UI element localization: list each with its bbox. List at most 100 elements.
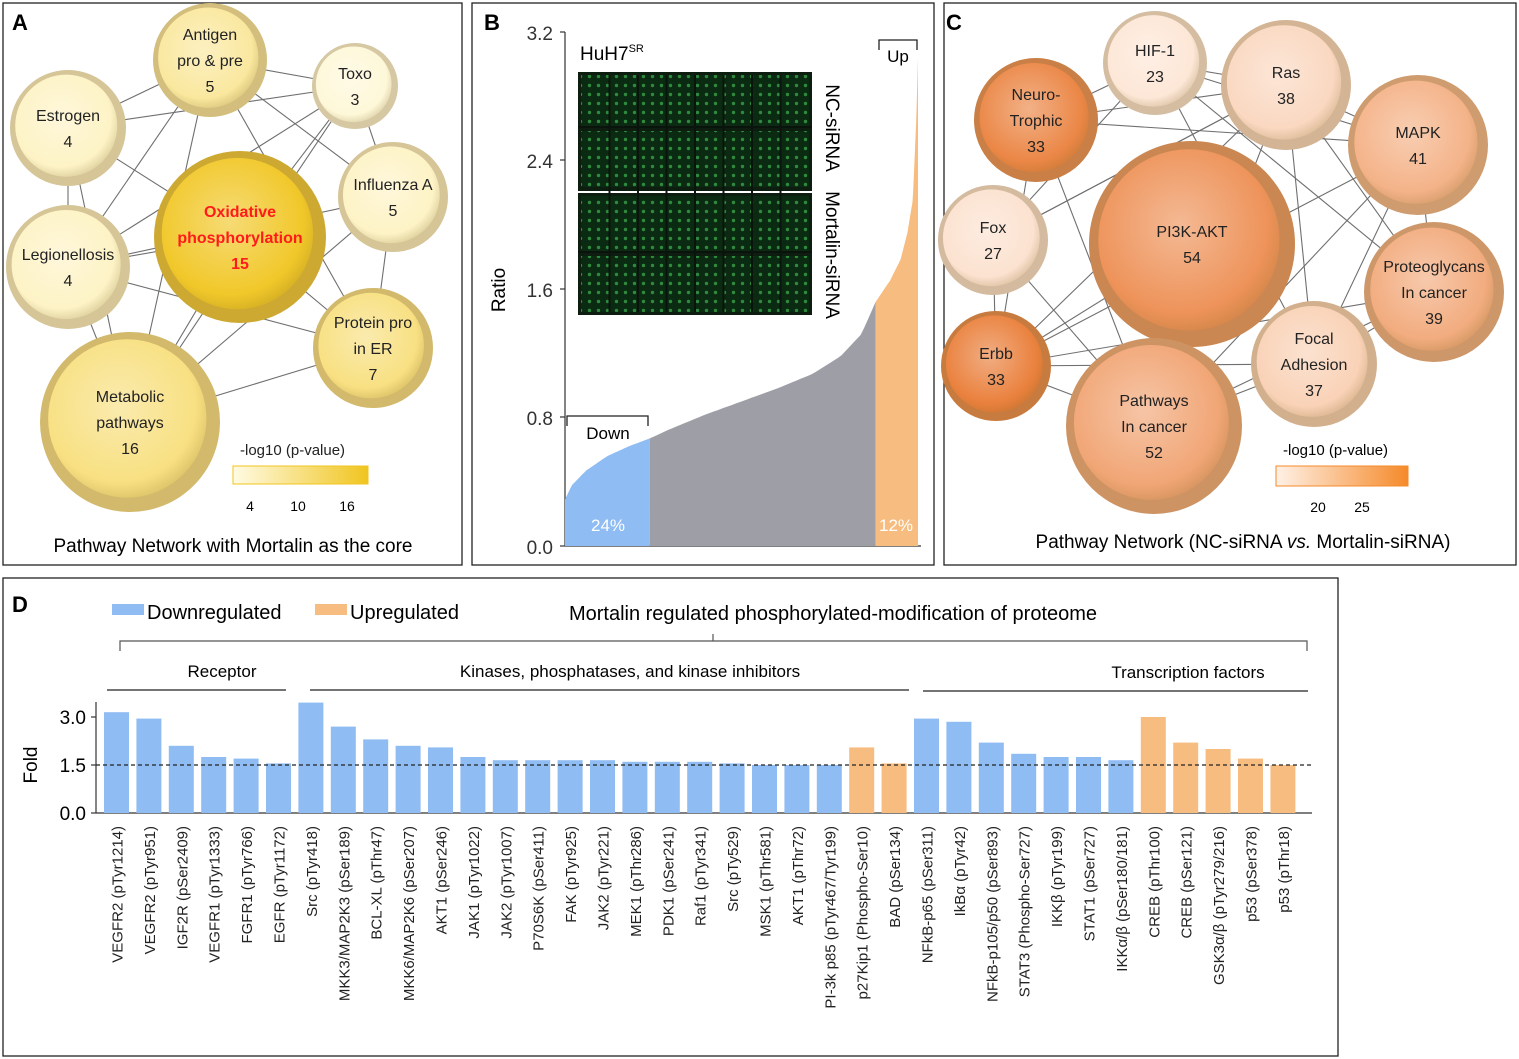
legend-swatch-down: [112, 604, 144, 615]
panel-b-ytick: 0.0: [527, 538, 553, 559]
panel-b-ytick: 2.4: [527, 152, 554, 173]
bar-down: [752, 765, 777, 813]
panel-a-nodes: Antigen pro & pre 5 Toxo 3 Estrogen 4 Influenza…: [6, 3, 448, 512]
pc-node-disc: [979, 62, 1089, 173]
pc-node-label: Pathways: [1119, 393, 1188, 410]
bar-down: [914, 718, 939, 813]
pc-node-label: PI3K-AKT: [1156, 224, 1227, 241]
bar-down: [557, 760, 583, 813]
bar-label: Src (pTy529): [725, 826, 742, 912]
pa-node-label: Protein pro: [334, 315, 412, 332]
bar-label: MSK1 (pThr581): [758, 826, 775, 937]
bar-label: JAK2 (pTyr221): [596, 826, 613, 930]
bar-label: AKT1 (pSer246): [434, 826, 451, 934]
bar-label: NFkB-p65 (pSer311): [920, 826, 937, 963]
pc-node-label: In cancer: [1121, 419, 1187, 436]
pa-node-legionellosis: Legionellosis 4: [6, 205, 130, 329]
bar-up: [849, 747, 875, 813]
bar-label: VEGFR2 (pTyr1214): [110, 826, 127, 963]
pc-node-fox: Fox 27: [938, 185, 1048, 295]
legend-label-up: Upregulated: [350, 602, 459, 624]
pa-node-label: 7: [369, 367, 378, 384]
pc-node-disc: [1370, 227, 1494, 351]
panel-b-up-bracket: [878, 39, 918, 50]
bar-down: [687, 761, 713, 813]
panel-d-bars: [104, 702, 1296, 813]
pc-node-disc: [1226, 25, 1342, 140]
bar-label: Raf1 (pTyr341): [693, 826, 710, 926]
bar-up: [881, 763, 907, 813]
pc-node-label: 27: [984, 246, 1002, 263]
bar-down: [719, 763, 745, 813]
legend-label-down: Downregulated: [147, 602, 282, 624]
panel-b-ytick: 0.8: [527, 409, 553, 430]
bar-label: MEK1 (pThr286): [628, 826, 645, 937]
bar-label: PI-3k p85 (pTyr467/Tyr199): [822, 826, 839, 1009]
pc-node-label: 37: [1305, 383, 1323, 400]
bar-down: [460, 757, 486, 813]
panel-b-ylabel: Ratio: [489, 268, 510, 312]
panel-d-title: Mortalin regulated phosphorylated-modifi…: [569, 603, 1097, 625]
group-label-receptor: Receptor: [188, 662, 257, 681]
pa-node-label: Influenza A: [353, 177, 433, 194]
pc-node-label: Proteoglycans: [1383, 259, 1484, 276]
panel-b-mid-area: [649, 301, 876, 546]
pa-node-disc: [158, 7, 259, 108]
bar-label: p53 (pSer378): [1244, 826, 1261, 922]
pc-node-label: Ras: [1272, 65, 1300, 82]
panel-d-xlabels: VEGFR2 (pTyr1214) VEGFR2 (pTyr951) IGF2R (…: [110, 826, 1293, 1009]
group-label-tf: Transcription factors: [1111, 663, 1264, 682]
panel-a-letter: A: [12, 10, 28, 35]
bar-down: [784, 765, 810, 813]
bar-down: [330, 726, 356, 813]
bar-down: [946, 721, 972, 813]
pc-node-disc: [942, 189, 1040, 287]
panel-c-legend-bar: [1275, 465, 1409, 487]
pc-node-neurotrophic: Neuro- Trophic 33: [974, 58, 1098, 182]
panel-b-up-pct: 12%: [879, 516, 913, 535]
panel-c-nodes: Neuro- Trophic 33 HIF-1 23 Ras 38 MAPK 41 Fox 27 PI…: [938, 11, 1504, 514]
pc-node-hif1: HIF-1 23: [1103, 11, 1207, 115]
bar-down: [622, 761, 648, 813]
bar-down: [816, 765, 842, 813]
pc-node-label: 41: [1409, 151, 1427, 168]
pa-node-disc: [315, 46, 392, 123]
pa-node-disc: [48, 339, 207, 498]
pa-node-label: Antigen: [183, 27, 237, 44]
pc-node-label: 54: [1183, 250, 1201, 267]
bar-label: PDK1 (pSer241): [660, 826, 677, 936]
panel-a-legend-tick: 4: [246, 498, 254, 514]
pa-node-toxo: Toxo 3: [312, 43, 398, 129]
pc-node-pi3k: PI3K-AKT 54: [1089, 141, 1295, 347]
bar-label: IKKβ (pTyr199): [1049, 826, 1066, 927]
bar-down: [1043, 757, 1069, 813]
pa-node-metabolic: Metabolic pathways 16: [40, 332, 220, 512]
bar-label: MKK6/MAP2K6 (pSer207): [401, 826, 418, 1001]
pc-node-label: MAPK: [1395, 125, 1441, 142]
pc-node-pathways_cancer: Pathways In cancer 52: [1066, 338, 1242, 514]
bar-up: [1205, 749, 1231, 813]
pc-node-label: Erbb: [979, 346, 1013, 363]
panel-a-caption: Pathway Network with Mortalin as the cor…: [53, 536, 412, 557]
pc-node-label: HIF-1: [1135, 43, 1175, 60]
panel-c-letter: C: [946, 10, 962, 35]
pc-node-label: Adhesion: [1281, 357, 1348, 374]
panel-a-legend-tick: 10: [290, 498, 306, 514]
bar-label: IkBα (pTyr42): [952, 826, 969, 916]
bar-down: [168, 745, 194, 813]
pa-node-antigen: Antigen pro & pre 5: [153, 3, 267, 117]
pc-node-label: 33: [987, 372, 1005, 389]
pa-node-label: 5: [206, 79, 215, 96]
panel-a-legend-title: -log10 (p-value): [240, 442, 345, 459]
bar-down: [266, 763, 291, 813]
bar-label: BAD (pSer134): [887, 826, 904, 928]
bar-label: CREB (pThr100): [1146, 826, 1163, 938]
pa-node-label: 4: [64, 134, 73, 151]
bar-label: P70S6K (pSer411): [531, 826, 548, 951]
pa-node-label: phosphorylation: [177, 230, 302, 247]
pc-node-label: 23: [1146, 69, 1164, 86]
pa-node-disc: [15, 74, 118, 177]
bar-label: FAK (pTyr925): [563, 826, 580, 923]
panel-b-letter: B: [484, 10, 500, 35]
